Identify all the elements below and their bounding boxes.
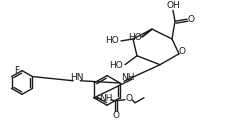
Text: O: O: [179, 47, 186, 56]
Text: F: F: [15, 66, 20, 75]
Text: O: O: [187, 15, 194, 24]
Text: NH: NH: [99, 94, 113, 103]
Text: NH: NH: [121, 73, 135, 82]
Text: O: O: [113, 111, 120, 120]
Text: HO: HO: [128, 33, 142, 43]
Text: HN: HN: [70, 73, 84, 82]
Text: HO: HO: [109, 61, 123, 70]
Text: O: O: [125, 94, 132, 103]
Text: HO: HO: [105, 36, 119, 46]
Text: OH: OH: [166, 1, 180, 10]
